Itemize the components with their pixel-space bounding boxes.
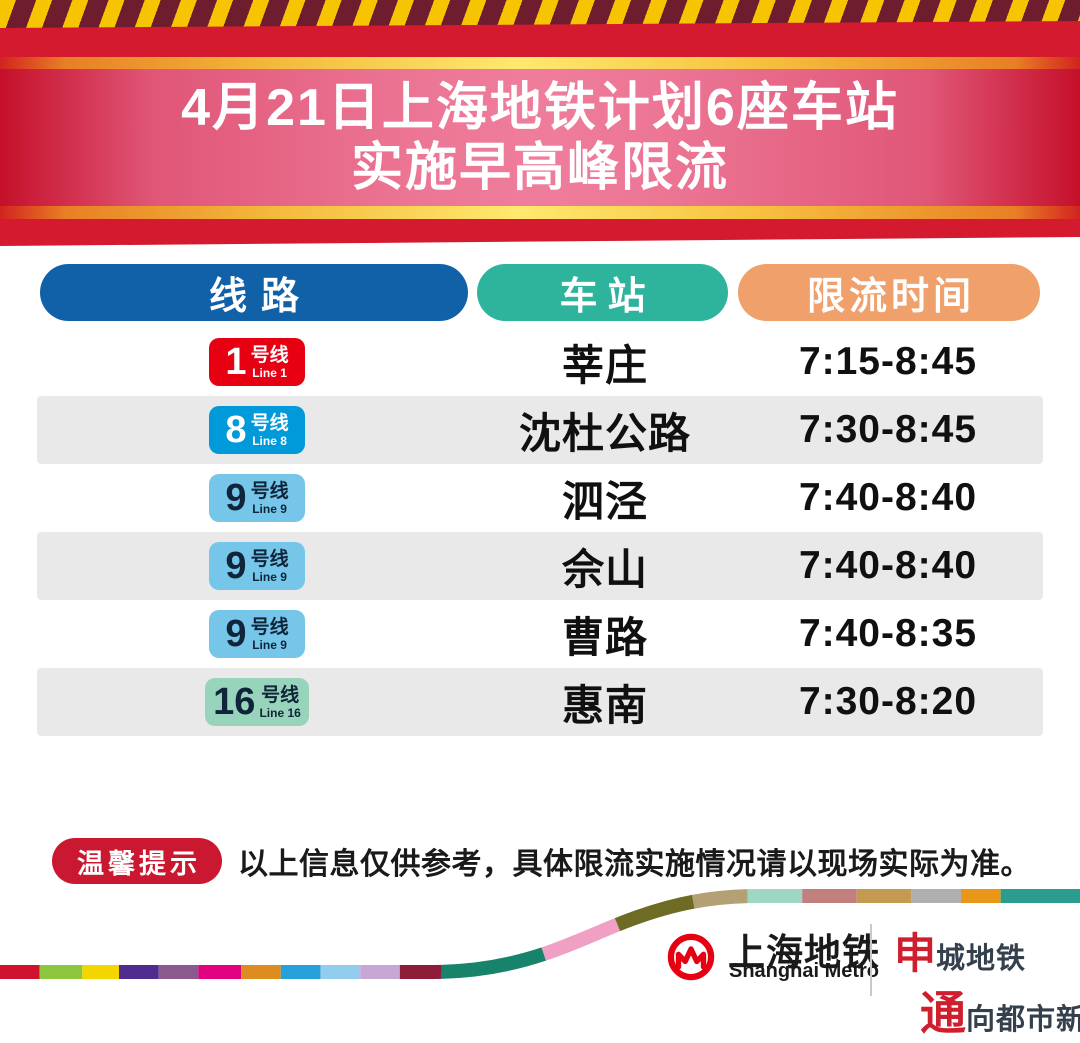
column-header-line: 线路: [40, 264, 468, 321]
station-name: 佘山: [561, 545, 648, 593]
line-badge: 16 号线 Line 16: [205, 678, 309, 726]
page-title-line-2: 实施早高峰限流: [350, 138, 729, 197]
table-header: 线路 车站 限流时间: [0, 264, 1080, 321]
table-row: 8 号线 Line 8 沈杜公路 7:30-8:45: [37, 396, 1043, 464]
slogan-char-shen: 申: [894, 932, 937, 978]
line-cell: 9 号线 Line 9: [37, 542, 477, 590]
line-cell: 16 号线 Line 16: [37, 678, 477, 726]
station-name: 曹路: [561, 613, 648, 661]
restriction-time: 7:40-8:40: [798, 476, 978, 519]
tip-section: 温馨提示 以上信息仅供参考，具体限流实施情况请以现场实际为准。: [0, 838, 1080, 884]
line-number: 9: [225, 613, 247, 655]
line-cell: 9 号线 Line 9: [37, 610, 477, 658]
tip-text: 以上信息仅供参考，具体限流实施情况请以现场实际为准。: [238, 848, 1031, 881]
line-cell: 1 号线 Line 1: [37, 338, 477, 386]
line-suffix: 号线: [261, 684, 300, 706]
footer-divider: [870, 924, 872, 996]
line-suffix: 号线: [250, 344, 289, 366]
slogan-line-2: 通 向都市新生活: [920, 977, 1080, 1043]
line-number: 9: [225, 545, 247, 587]
line-en: Line 16: [259, 705, 301, 720]
page-title-line-1: 4月21日上海地铁计划6座车站: [181, 78, 899, 137]
line-label: 号线 Line 9: [251, 482, 289, 515]
line-en: Line 9: [252, 569, 287, 584]
gold-divider-bottom: [0, 206, 1080, 219]
line-number: 1: [225, 341, 247, 383]
station-name: 沈杜公路: [518, 409, 691, 457]
restriction-time: 7:40-8:40: [798, 544, 978, 587]
table-row: 9 号线 Line 9 泗泾 7:40-8:40: [37, 464, 1043, 532]
line-suffix: 号线: [250, 412, 289, 434]
line-suffix: 号线: [250, 548, 289, 570]
table-row: 9 号线 Line 9 佘山 7:40-8:40: [37, 532, 1043, 600]
line-suffix: 号线: [250, 616, 289, 638]
line-en: Line 1: [252, 365, 287, 380]
slogan-rest-2: 向都市新生活: [966, 1004, 1080, 1036]
line-badge: 9 号线 Line 9: [209, 542, 305, 590]
ribbon-segment: [0, 889, 1080, 979]
line-label: 号线 Line 1: [251, 346, 289, 379]
station-name: 惠南: [561, 681, 648, 729]
line-badge: 1 号线 Line 1: [209, 338, 305, 386]
slogan: 申 城地铁 通 向都市新生活: [894, 920, 1080, 1043]
line-badge: 9 号线 Line 9: [209, 610, 305, 658]
metro-line-ribbon: [0, 889, 1080, 979]
logo-text-cn: 上海地铁: [728, 932, 880, 973]
slogan-line-1: 申 城地铁: [894, 920, 1080, 981]
gold-divider-top: [0, 57, 1080, 69]
line-label: 号线 Line 9: [251, 550, 289, 583]
title-panel: 4月21日上海地铁计划6座车站 实施早高峰限流: [0, 69, 1080, 206]
column-header-time: 限流时间: [738, 264, 1040, 321]
line-number: 9: [225, 477, 247, 519]
line-cell: 9 号线 Line 9: [37, 474, 477, 522]
restriction-table: 1 号线 Line 1 莘庄 7:15-8:45 8 号线 Line 8 沈杜公…: [37, 328, 1043, 736]
station-name: 泗泾: [561, 477, 648, 525]
line-en: Line 8: [252, 433, 287, 448]
line-number: 16: [213, 681, 256, 723]
line-cell: 8 号线 Line 8: [37, 406, 477, 454]
slogan-char-tong: 通: [920, 988, 966, 1039]
table-row: 16 号线 Line 16 惠南 7:30-8:20: [37, 668, 1043, 736]
table-row: 9 号线 Line 9 曹路 7:40-8:35: [37, 600, 1043, 668]
ribbon-segment: [0, 889, 1080, 979]
column-header-station: 车站: [477, 264, 728, 321]
line-label: 号线 Line 9: [251, 618, 289, 651]
station-name: 莘庄: [561, 341, 648, 389]
line-suffix: 号线: [250, 480, 289, 502]
restriction-time: 7:30-8:45: [798, 408, 978, 451]
restriction-time: 7:15-8:45: [798, 340, 978, 383]
logo-text-en: Shanghai Metro: [729, 960, 880, 982]
shanghai-metro-logo-icon: [666, 932, 716, 982]
header-banner: 4月21日上海地铁计划6座车站 实施早高峰限流: [0, 0, 1080, 246]
line-en: Line 9: [252, 637, 287, 652]
table-row: 1 号线 Line 1 莘庄 7:15-8:45: [37, 328, 1043, 396]
line-number: 8: [225, 409, 247, 451]
tip-badge: 温馨提示: [52, 838, 222, 884]
line-en: Line 9: [252, 501, 287, 516]
slogan-rest-1: 城地铁: [936, 943, 1027, 975]
line-label: 号线 Line 16: [259, 686, 300, 719]
ribbon-segment: [0, 889, 1080, 979]
line-badge: 8 号线 Line 8: [209, 406, 305, 454]
line-badge: 9 号线 Line 9: [209, 474, 305, 522]
restriction-time: 7:40-8:35: [798, 612, 978, 655]
restriction-time: 7:30-8:20: [798, 680, 978, 723]
line-label: 号线 Line 8: [251, 414, 289, 447]
